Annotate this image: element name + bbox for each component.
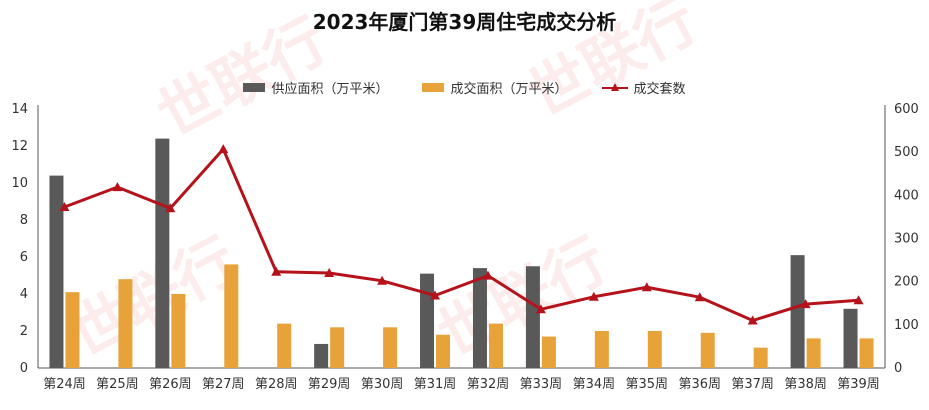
bar-deal-area — [277, 323, 292, 368]
legend-item-deal-units: 成交套数 — [601, 78, 686, 97]
x-tick-label: 第24周 — [43, 377, 86, 392]
bar-deal-area — [594, 331, 609, 368]
y-right-tick-label: 100 — [894, 318, 919, 333]
legend-swatch-supply — [243, 83, 266, 92]
bar-supply — [314, 343, 329, 368]
x-tick-label: 第29周 — [308, 377, 351, 392]
bar-deal-area — [700, 332, 715, 368]
x-tick-label: 第28周 — [255, 377, 298, 392]
x-tick-label: 第39周 — [837, 377, 880, 392]
bar-supply — [525, 266, 540, 368]
y-right-tick-label: 500 — [894, 145, 919, 160]
y-right-tick-label: 0 — [894, 361, 902, 376]
legend-item-supply: 供应面积（万平米） — [243, 78, 388, 97]
bar-supply — [790, 255, 805, 368]
bar-deal-area — [753, 347, 768, 368]
x-tick-label: 第25周 — [96, 377, 139, 392]
y-left-tick-label: 2 — [20, 324, 28, 339]
y-left-tick-label: 10 — [11, 176, 28, 191]
x-tick-label: 第27周 — [202, 377, 245, 392]
bar-deal-area — [65, 292, 80, 368]
x-tick-label: 第31周 — [414, 377, 457, 392]
x-tick-label: 第33周 — [520, 377, 563, 392]
bar-supply — [420, 273, 435, 368]
bar-supply — [472, 268, 487, 368]
point-deal-units — [271, 266, 282, 276]
x-tick-label: 第26周 — [149, 377, 192, 392]
y-right-tick-label: 400 — [894, 188, 919, 203]
legend: 供应面积（万平米） 成交面积（万平米） 成交套数 — [0, 78, 929, 97]
y-left-tick-label: 12 — [11, 139, 28, 154]
point-deal-units — [535, 304, 546, 314]
y-right-tick-label: 300 — [894, 232, 919, 247]
bar-deal-area — [330, 327, 345, 368]
point-deal-units — [800, 299, 811, 309]
y-left-tick-label: 4 — [20, 287, 28, 302]
point-deal-units — [694, 292, 705, 302]
point-deal-units — [324, 268, 335, 278]
point-deal-units — [112, 182, 123, 192]
y-left-tick-label: 8 — [20, 213, 28, 228]
chart-title: 2023年厦门第39周住宅成交分析 — [312, 10, 617, 34]
x-tick-label: 第30周 — [361, 377, 404, 392]
bar-deal-area — [488, 323, 503, 368]
y-right-tick-label: 600 — [894, 102, 919, 117]
legend-label-deal-units: 成交套数 — [633, 82, 686, 97]
point-deal-units — [377, 275, 388, 285]
legend-swatch-deal-units — [601, 82, 628, 93]
legend-swatch-deal-area — [422, 83, 445, 92]
bar-deal-area — [436, 334, 451, 368]
bar-deal-area — [806, 338, 821, 368]
y-left-tick-label: 14 — [11, 102, 28, 117]
point-deal-units — [747, 315, 758, 325]
x-tick-label: 第36周 — [678, 377, 721, 392]
bar-deal-area — [647, 331, 662, 368]
bar-supply — [49, 175, 64, 368]
x-tick-label: 第38周 — [784, 377, 827, 392]
bar-supply — [843, 308, 858, 368]
bar-deal-area — [118, 279, 133, 368]
legend-item-deal-area: 成交面积（万平米） — [422, 78, 568, 97]
x-tick-label: 第32周 — [467, 377, 510, 392]
line-deal-units — [63, 147, 859, 323]
bar-deal-area — [224, 264, 239, 368]
point-deal-units — [165, 203, 176, 213]
point-deal-units — [853, 295, 864, 305]
x-tick-label: 第34周 — [573, 377, 616, 392]
legend-label-deal-area: 成交面积（万平米） — [450, 82, 568, 97]
point-deal-units — [482, 270, 493, 280]
bar-deal-area — [541, 336, 556, 368]
bar-deal-area — [383, 327, 398, 368]
x-tick-label: 第35周 — [626, 377, 669, 392]
y-left-tick-label: 0 — [20, 361, 28, 376]
bar-deal-area — [171, 294, 186, 368]
point-deal-units — [218, 144, 229, 154]
point-deal-units — [430, 290, 441, 300]
legend-label-supply: 供应面积（万平米） — [271, 82, 389, 97]
bar-supply — [155, 138, 170, 368]
y-right-tick-label: 200 — [894, 275, 919, 290]
x-tick-label: 第37周 — [731, 377, 774, 392]
y-left-tick-label: 6 — [20, 250, 28, 265]
bar-deal-area — [859, 338, 874, 368]
point-deal-units — [588, 291, 599, 301]
point-deal-units — [59, 201, 70, 211]
point-deal-units — [641, 282, 652, 292]
